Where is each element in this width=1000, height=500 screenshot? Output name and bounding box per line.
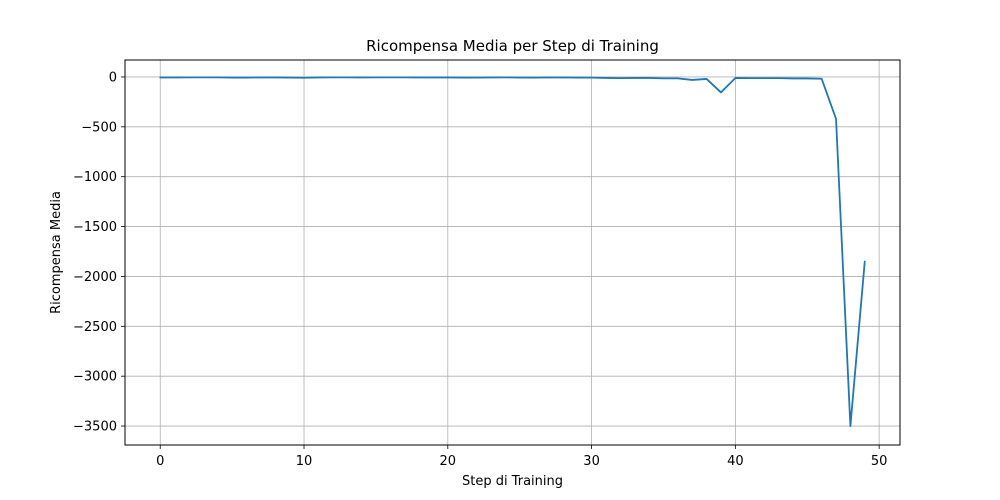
y-tick-label: −500 <box>81 120 117 135</box>
y-tick-label: −3000 <box>73 370 117 385</box>
x-tick-label: 20 <box>440 454 457 469</box>
y-tick-label: −1000 <box>73 170 117 185</box>
y-tick-label: 0 <box>109 70 117 85</box>
series-group <box>159 76 866 427</box>
y-axis-label: Ricompensa Media <box>49 191 64 314</box>
y-tick-label: −2000 <box>73 270 117 285</box>
x-axis-label: Step di Training <box>462 474 563 489</box>
y-axis-ticks: 0 −500 −1000 −1500 −2000 −2500 −3000 −3500 <box>73 70 125 435</box>
y-tick-label: −3500 <box>73 420 117 435</box>
y-tick-label: −2500 <box>73 320 117 335</box>
x-tick-label: 50 <box>871 454 888 469</box>
x-tick-label: 0 <box>156 454 164 469</box>
y-tick-label: −1500 <box>73 220 117 235</box>
x-axis-ticks: 0 10 20 30 40 50 <box>156 445 887 469</box>
x-tick-label: 40 <box>727 454 744 469</box>
grid-lines <box>125 60 900 445</box>
x-tick-label: 30 <box>583 454 600 469</box>
plot-frame <box>124 59 901 446</box>
x-tick-label: 10 <box>296 454 313 469</box>
series-line <box>159 76 866 427</box>
chart-title: Ricompensa Media per Step di Training <box>366 37 659 55</box>
